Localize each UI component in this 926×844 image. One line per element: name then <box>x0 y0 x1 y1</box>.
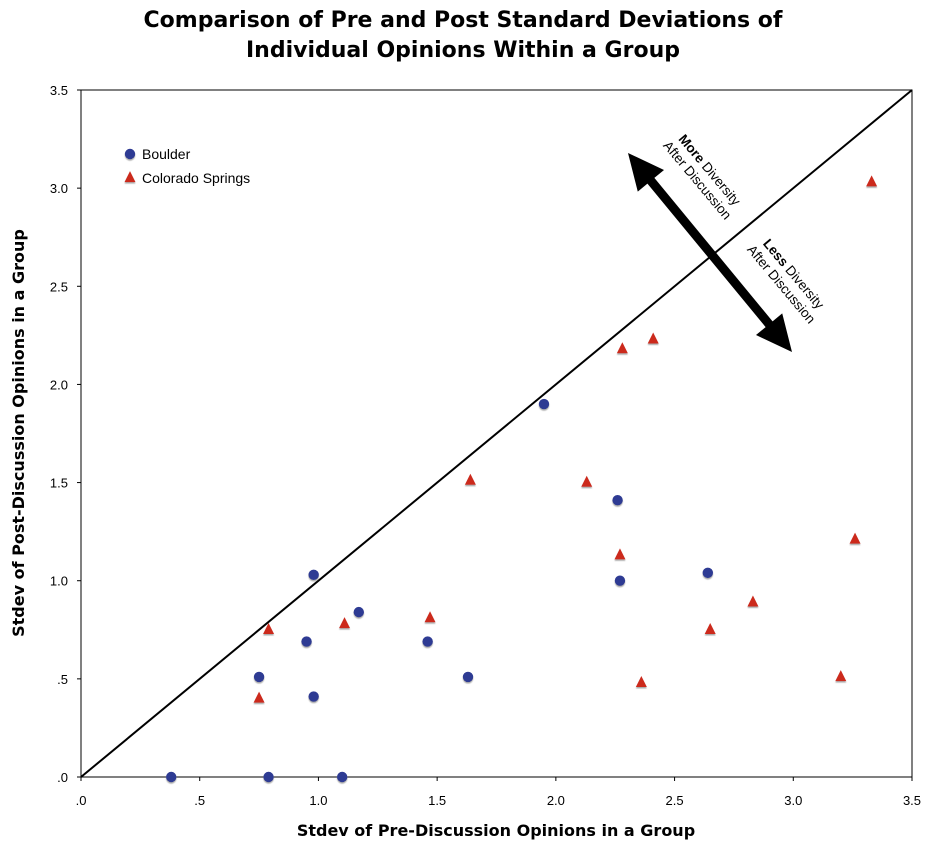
x-tick-label: 3.0 <box>784 793 802 808</box>
colorado-springs-point <box>253 691 265 703</box>
x-tick-label: .0 <box>76 793 87 808</box>
boulder-point <box>308 569 319 581</box>
y-tick-label: 2.0 <box>50 377 68 392</box>
boulder-point <box>308 691 319 702</box>
y-tick-label: .5 <box>57 672 68 687</box>
y-axis-label: Stdev of Post-Discussion Opinions in a G… <box>9 229 28 637</box>
y-tick-label: 3.5 <box>50 83 68 98</box>
y-tick-label: 3.0 <box>50 181 68 196</box>
colorado-springs-point <box>635 675 647 687</box>
chart-title: Comparison of Pre and Post Standard Devi… <box>0 6 926 66</box>
diversity-double-arrow <box>628 153 792 352</box>
boulder-point <box>538 398 550 410</box>
plot-area <box>80 89 913 778</box>
y-tick-label: .0 <box>57 770 68 785</box>
y-tick-label: 1.0 <box>50 574 68 589</box>
boulder-point <box>702 567 714 579</box>
boulder-point <box>614 575 626 586</box>
colorado-springs-point <box>835 670 847 682</box>
boulder-point <box>166 771 177 783</box>
chart-title-line-2: Individual Opinions Within a Group <box>246 38 680 63</box>
legend-colorado-springs-label: Colorado Springs <box>142 170 250 186</box>
boulder-point <box>462 671 474 683</box>
x-tick-label: .5 <box>194 793 205 808</box>
y-tick-label: 2.5 <box>50 279 68 294</box>
x-tick-label: 3.5 <box>903 793 921 808</box>
y-tick-label: 1.5 <box>50 476 68 491</box>
x-tick-label: 2.0 <box>547 793 565 808</box>
legend-boulder-marker <box>124 148 136 160</box>
colorado-springs-point <box>747 595 759 607</box>
chart-title-line-1: Comparison of Pre and Post Standard Devi… <box>143 8 783 33</box>
boulder-point <box>612 495 623 506</box>
boulder-point <box>253 671 265 683</box>
x-tick-label: 1.5 <box>428 793 446 808</box>
colorado-springs-point <box>614 548 626 560</box>
boulder-point <box>353 606 364 618</box>
colorado-springs-point <box>464 473 476 485</box>
colorado-springs-point <box>581 475 593 487</box>
colorado-springs-point <box>704 622 716 634</box>
boulder-point <box>422 636 433 647</box>
boulder-point <box>301 636 312 647</box>
legend-colorado-springs-marker <box>124 171 136 183</box>
x-axis-label: Stdev of Pre-Discussion Opinions in a Gr… <box>297 821 695 840</box>
colorado-springs-point <box>849 532 861 544</box>
boulder-point <box>263 771 274 783</box>
x-tick-label: 2.5 <box>666 793 684 808</box>
colorado-springs-point <box>616 342 628 354</box>
colorado-springs-point <box>647 332 659 344</box>
colorado-springs-point <box>339 617 351 629</box>
colorado-springs-point <box>263 622 275 634</box>
equality-line <box>80 89 913 778</box>
colorado-springs-point <box>424 611 436 623</box>
legend-boulder-label: Boulder <box>142 146 191 162</box>
colorado-springs-point <box>866 175 878 187</box>
x-tick-label: 1.0 <box>309 793 327 808</box>
boulder-point <box>336 771 348 783</box>
